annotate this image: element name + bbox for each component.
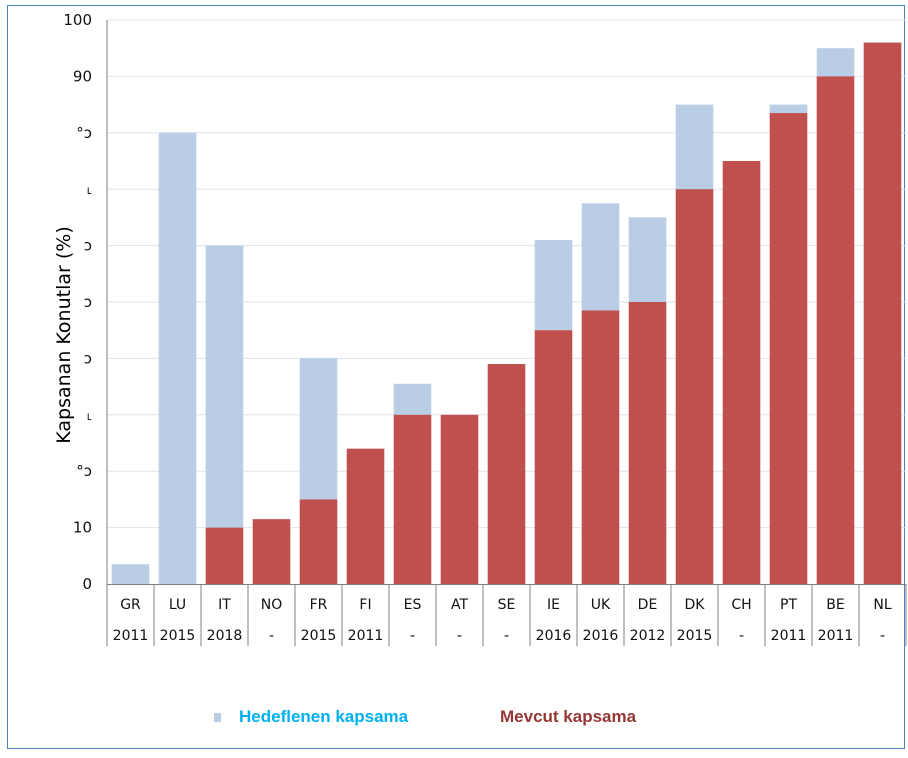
bar-mevcut-pt <box>769 113 808 584</box>
bar-mevcut-se <box>487 364 526 584</box>
x-category-label: NL <box>873 597 891 613</box>
x-category-year: 2015 <box>160 628 196 644</box>
legend-label-hedeflenen: Hedeflenen kapsama <box>239 707 409 726</box>
x-category-year: 2011 <box>818 628 854 644</box>
y-tick-label: °ɔ <box>76 462 92 480</box>
y-tick-label: ˪ <box>87 180 92 198</box>
x-category-year: 2011 <box>771 628 807 644</box>
x-category-year: 2016 <box>536 628 572 644</box>
x-category-label: DK <box>685 597 706 613</box>
x-category-label: AT <box>451 597 468 613</box>
bar-hedeflenen-pt <box>769 104 808 114</box>
bar-mevcut-dk <box>675 189 714 584</box>
x-category-year: - <box>739 628 744 644</box>
x-category-year: - <box>504 628 509 644</box>
x-category-label: NO <box>261 597 283 613</box>
bar-mevcut-fr <box>299 499 338 584</box>
x-category-year: 2012 <box>630 628 666 644</box>
x-category-year: 2016 <box>583 628 619 644</box>
y-tick-label: ˪ <box>87 406 92 424</box>
y-tick-label: °ɔ <box>76 124 92 142</box>
x-category-label: BE <box>826 597 844 613</box>
bar-mevcut-nl <box>863 42 902 585</box>
bar-mevcut-no <box>252 519 291 584</box>
bar-hedeflenen-lu <box>158 132 197 585</box>
x-category-label: DE <box>638 597 658 613</box>
legend-item-mevcut: Mevcut kapsama <box>500 707 636 727</box>
y-axis-ticks: 0 10 °ɔ ˪ ɔ ɔ ɔ ˪ °ɔ 90 100 <box>63 11 92 593</box>
legend-swatch-hedeflenen <box>214 712 221 722</box>
bar-mevcut-ch <box>722 161 761 584</box>
bar-mevcut-es <box>393 414 432 584</box>
x-category-label: SE <box>498 597 516 613</box>
legend-label-mevcut: Mevcut kapsama <box>500 707 637 726</box>
axes <box>106 20 907 646</box>
y-tick-label: ɔ <box>84 237 92 255</box>
bar-mevcut-ie <box>534 330 573 584</box>
x-category-label: LU <box>169 597 186 613</box>
x-category-label: FR <box>310 597 328 613</box>
y-tick-label: ɔ <box>84 293 92 311</box>
bar-mevcut-uk <box>581 310 620 584</box>
x-category-year: - <box>880 628 885 644</box>
legend-item-hedeflenen: Hedeflenen kapsama <box>214 707 408 727</box>
x-category-label: CH <box>731 597 751 613</box>
x-category-year: - <box>269 628 274 644</box>
bar-hedeflenen-gr <box>111 564 150 584</box>
legend: Hedeflenen kapsama Mevcut kapsama <box>0 707 908 731</box>
bar-hedeflenen-uk <box>581 203 620 311</box>
x-category-label: IE <box>547 597 560 613</box>
x-category-year: 2018 <box>207 628 243 644</box>
bar-hedeflenen-ie <box>534 239 573 331</box>
bar-hedeflenen-dk <box>675 104 714 190</box>
y-tick-label: 100 <box>63 11 92 29</box>
x-category-label: GR <box>120 597 141 613</box>
x-category-year: 2015 <box>301 628 337 644</box>
bar-hedeflenen-es <box>393 383 432 415</box>
x-category-year: - <box>457 628 462 644</box>
x-category-year: - <box>410 628 415 644</box>
bar-mevcut-it <box>205 527 244 584</box>
x-axis-categories: GR 2011 LU 2015 IT 2018 NO - FR 2015 FI 2011 ES - AT - S… <box>113 597 892 644</box>
bar-mevcut-fi <box>346 448 385 584</box>
y-tick-label: ɔ <box>84 349 92 367</box>
x-category-label: UK <box>591 597 611 613</box>
y-axis-title: Kapsanan Konutlar (%) <box>53 226 75 443</box>
y-tick-label: 0 <box>82 575 92 593</box>
x-category-year: 2015 <box>677 628 713 644</box>
x-category-label: ES <box>404 597 422 613</box>
bar-hedeflenen-be <box>816 48 855 77</box>
x-category-year: 2011 <box>113 628 149 644</box>
bar-hedeflenen-it <box>205 245 244 528</box>
y-tick-label: 90 <box>73 67 92 85</box>
bar-mevcut-be <box>816 76 855 585</box>
bars <box>111 42 902 585</box>
bar-hedeflenen-fr <box>299 358 338 500</box>
x-category-label: IT <box>218 597 231 613</box>
bar-mevcut-de <box>628 302 667 584</box>
y-tick-label: 10 <box>73 519 92 537</box>
bar-hedeflenen-de <box>628 217 667 302</box>
x-category-year: 2011 <box>348 628 384 644</box>
x-category-label: FI <box>359 597 371 613</box>
x-category-label: PT <box>780 597 797 613</box>
bar-mevcut-at <box>440 414 479 584</box>
